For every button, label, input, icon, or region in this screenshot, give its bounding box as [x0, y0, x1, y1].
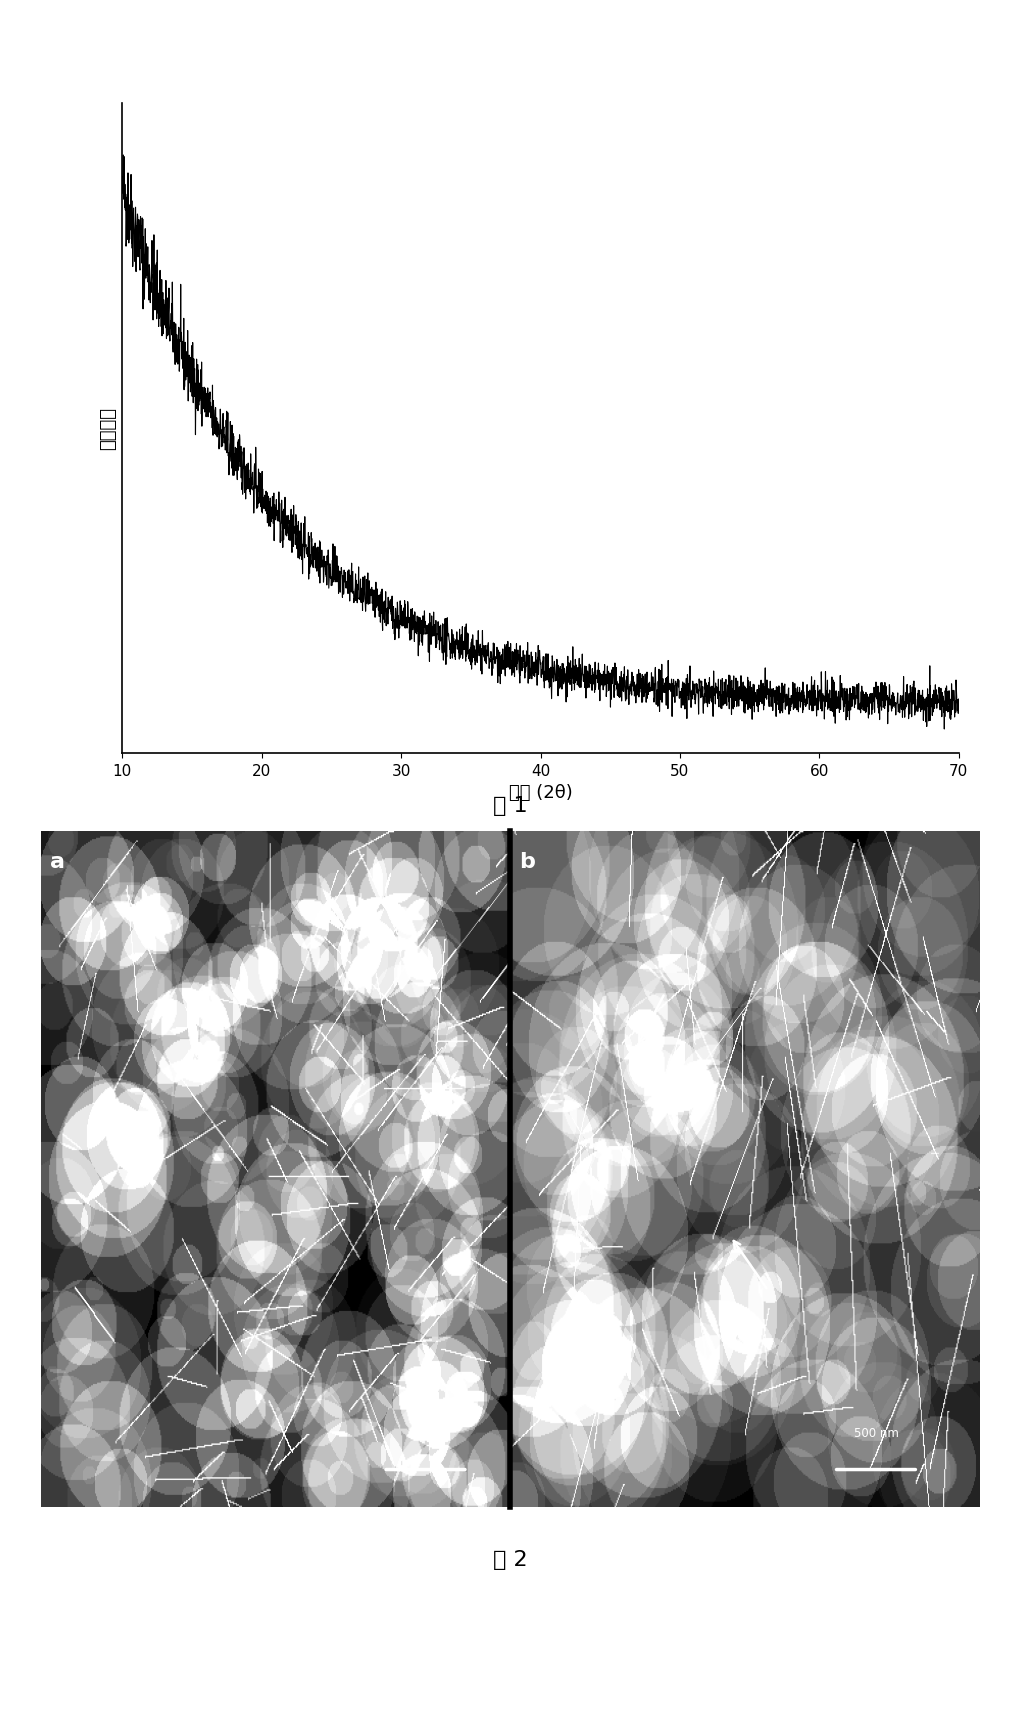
Text: 500 nm: 500 nm: [853, 1425, 898, 1439]
Y-axis label: 相对强度: 相对强度: [99, 407, 117, 450]
Text: 1  μm: 1 μm: [409, 1425, 442, 1439]
Text: b: b: [519, 852, 535, 871]
Text: 图 1: 图 1: [492, 795, 527, 816]
X-axis label: 角度 (2θ): 角度 (2θ): [508, 783, 572, 802]
Text: 图 2: 图 2: [492, 1548, 527, 1569]
Text: a: a: [50, 852, 65, 871]
